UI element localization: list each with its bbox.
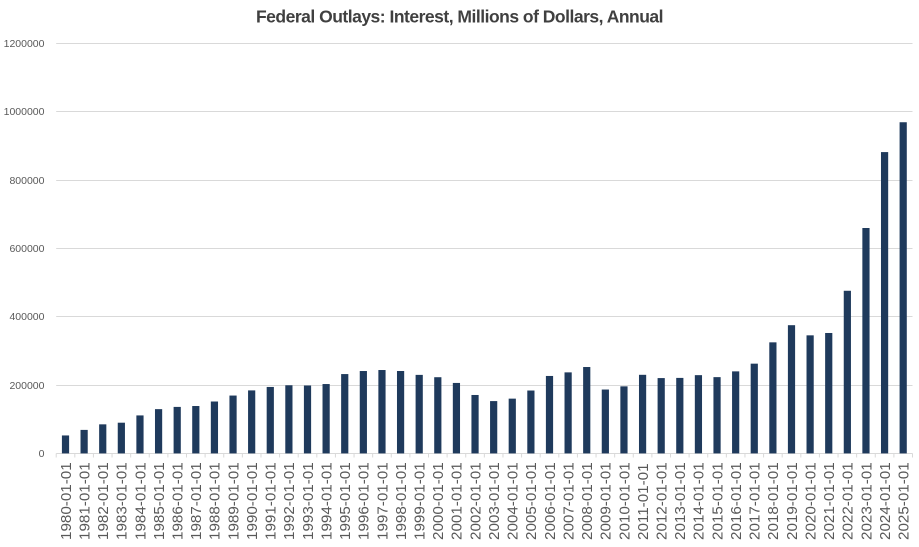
svg-text:1997-01-01: 1997-01-01: [374, 462, 391, 540]
svg-text:2011-01-01: 2011-01-01: [635, 463, 652, 540]
svg-text:1992-01-01: 1992-01-01: [281, 462, 298, 540]
svg-text:200000: 200000: [9, 380, 44, 392]
svg-text:800000: 800000: [9, 175, 44, 187]
svg-text:1988-01-01: 1988-01-01: [207, 462, 224, 540]
svg-text:2017-01-01: 2017-01-01: [747, 462, 764, 540]
svg-text:2019-01-01: 2019-01-01: [784, 462, 801, 540]
svg-text:1996-01-01: 1996-01-01: [356, 462, 373, 540]
svg-text:2021-01-01: 2021-01-01: [821, 462, 838, 540]
svg-text:2008-01-01: 2008-01-01: [579, 462, 596, 540]
svg-text:2003-01-01: 2003-01-01: [486, 462, 503, 540]
svg-text:2018-01-01: 2018-01-01: [765, 462, 782, 540]
svg-text:1984-01-01: 1984-01-01: [132, 462, 149, 540]
svg-text:2012-01-01: 2012-01-01: [653, 462, 670, 540]
svg-text:1991-01-01: 1991-01-01: [263, 462, 280, 540]
svg-text:2022-01-01: 2022-01-01: [840, 462, 857, 540]
svg-text:2002-01-01: 2002-01-01: [467, 462, 484, 540]
svg-text:2024-01-01: 2024-01-01: [877, 462, 894, 540]
svg-text:1980-01-01: 1980-01-01: [58, 462, 75, 540]
svg-text:2009-01-01: 2009-01-01: [598, 462, 615, 540]
svg-text:1994-01-01: 1994-01-01: [318, 462, 335, 540]
svg-text:Federal Outlays: Interest, Mil: Federal Outlays: Interest, Millions of D…: [256, 7, 663, 27]
svg-text:2014-01-01: 2014-01-01: [691, 462, 708, 540]
svg-text:2020-01-01: 2020-01-01: [802, 462, 819, 540]
svg-text:2013-01-01: 2013-01-01: [672, 462, 689, 540]
svg-text:2010-01-01: 2010-01-01: [616, 462, 633, 540]
svg-text:1000000: 1000000: [4, 106, 45, 118]
svg-text:1982-01-01: 1982-01-01: [95, 462, 112, 540]
svg-text:2000-01-01: 2000-01-01: [430, 462, 447, 540]
svg-text:2006-01-01: 2006-01-01: [542, 462, 559, 540]
svg-text:400000: 400000: [9, 311, 44, 323]
svg-text:1986-01-01: 1986-01-01: [170, 462, 187, 540]
svg-text:1998-01-01: 1998-01-01: [393, 462, 410, 540]
svg-text:1999-01-01: 1999-01-01: [412, 462, 429, 540]
svg-text:1989-01-01: 1989-01-01: [225, 462, 242, 540]
svg-text:2015-01-01: 2015-01-01: [709, 462, 726, 540]
svg-text:2007-01-01: 2007-01-01: [560, 462, 577, 540]
svg-text:2004-01-01: 2004-01-01: [505, 462, 522, 540]
svg-text:2025-01-01: 2025-01-01: [895, 462, 912, 540]
svg-text:1200000: 1200000: [4, 38, 45, 50]
svg-text:2016-01-01: 2016-01-01: [728, 462, 745, 540]
svg-text:1981-01-01: 1981-01-01: [76, 462, 93, 540]
svg-text:1990-01-01: 1990-01-01: [244, 462, 261, 540]
svg-text:1987-01-01: 1987-01-01: [188, 462, 205, 540]
svg-text:1993-01-01: 1993-01-01: [300, 462, 317, 540]
svg-text:1995-01-01: 1995-01-01: [337, 462, 354, 540]
svg-text:0: 0: [39, 448, 45, 460]
svg-text:600000: 600000: [9, 243, 44, 255]
svg-text:2023-01-01: 2023-01-01: [858, 462, 875, 540]
svg-text:2001-01-01: 2001-01-01: [449, 462, 466, 540]
svg-text:2005-01-01: 2005-01-01: [523, 462, 540, 540]
svg-text:1983-01-01: 1983-01-01: [114, 462, 131, 540]
svg-text:1985-01-01: 1985-01-01: [151, 462, 168, 540]
